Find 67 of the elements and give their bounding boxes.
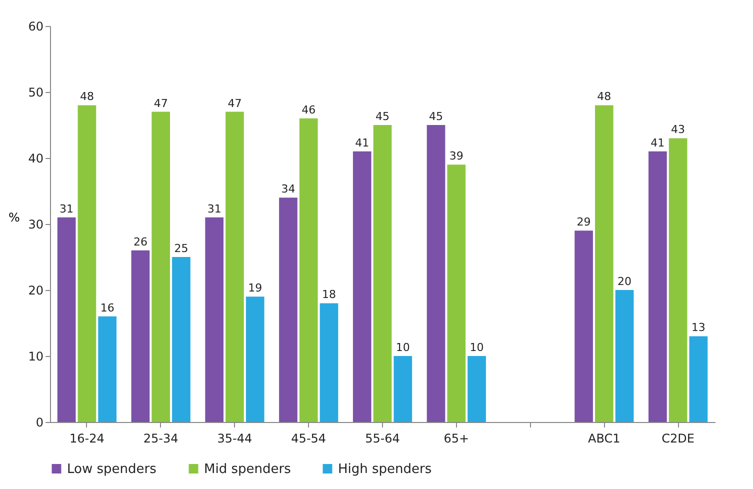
data-label: 10 [396, 341, 410, 354]
data-label: 31 [207, 202, 222, 216]
y-tick-label: 10 [28, 350, 44, 364]
bar [447, 164, 466, 422]
y-tick-label: 0 [36, 416, 44, 430]
data-label: 48 [597, 90, 612, 104]
bar [594, 105, 614, 422]
data-label: 25 [174, 242, 188, 255]
bar [426, 125, 446, 422]
bar [468, 356, 486, 422]
x-tick-label: 35-44 [217, 432, 252, 446]
data-label: 47 [154, 96, 168, 110]
data-label: 26 [133, 235, 148, 248]
data-label: 31 [60, 202, 74, 216]
y-tick-label: 50 [28, 86, 44, 100]
bar [172, 257, 190, 422]
data-label: 45 [376, 110, 390, 123]
y-tick-label: 30 [28, 218, 44, 232]
bar [320, 303, 338, 422]
data-label: 16 [100, 301, 114, 314]
data-label: 41 [355, 136, 370, 150]
bar [98, 316, 116, 422]
bar [394, 356, 412, 422]
bar [299, 118, 318, 422]
data-label: 45 [429, 110, 444, 123]
x-tick-label: ABC1 [588, 432, 620, 446]
data-label: 19 [248, 282, 262, 295]
data-label: 43 [671, 123, 686, 136]
bar [352, 151, 372, 422]
data-label: 18 [322, 288, 336, 302]
data-label: 46 [302, 103, 316, 116]
y-tick-label: 60 [28, 20, 44, 34]
bar [131, 250, 150, 422]
y-tick-label: 40 [28, 152, 44, 166]
data-label: 13 [691, 321, 706, 334]
legend-label: Mid spenders [204, 462, 292, 477]
data-label: 39 [449, 150, 464, 163]
x-tick-label: 25-34 [143, 432, 178, 446]
bar [152, 112, 170, 422]
bar [648, 151, 667, 422]
x-tick-label: 16-24 [70, 432, 104, 446]
x-tick-label: 55-64 [365, 432, 400, 446]
data-label: 47 [228, 96, 242, 110]
data-label: 41 [650, 136, 665, 150]
bar [246, 296, 264, 422]
bar [373, 125, 392, 422]
bar [615, 290, 634, 422]
y-axis-title: % [8, 210, 20, 224]
y-tick-label: 20 [28, 284, 44, 298]
data-label: 10 [470, 341, 484, 354]
x-tick-label: 45-54 [291, 432, 326, 446]
bar [668, 138, 688, 422]
legend-label: Low spenders [67, 462, 157, 477]
bar [205, 217, 224, 422]
bar [279, 198, 298, 422]
bar [57, 217, 76, 422]
x-tick-label: C2DE [662, 432, 694, 446]
data-label: 34 [281, 182, 296, 196]
bar [226, 112, 244, 422]
bar [574, 230, 593, 422]
data-label: 20 [618, 275, 632, 288]
bar [78, 105, 96, 422]
bar [689, 336, 708, 422]
legend-label: High spenders [338, 462, 432, 477]
x-tick-label: 65+ [444, 432, 470, 446]
data-label: 29 [576, 216, 591, 229]
data-label: 48 [80, 90, 94, 104]
